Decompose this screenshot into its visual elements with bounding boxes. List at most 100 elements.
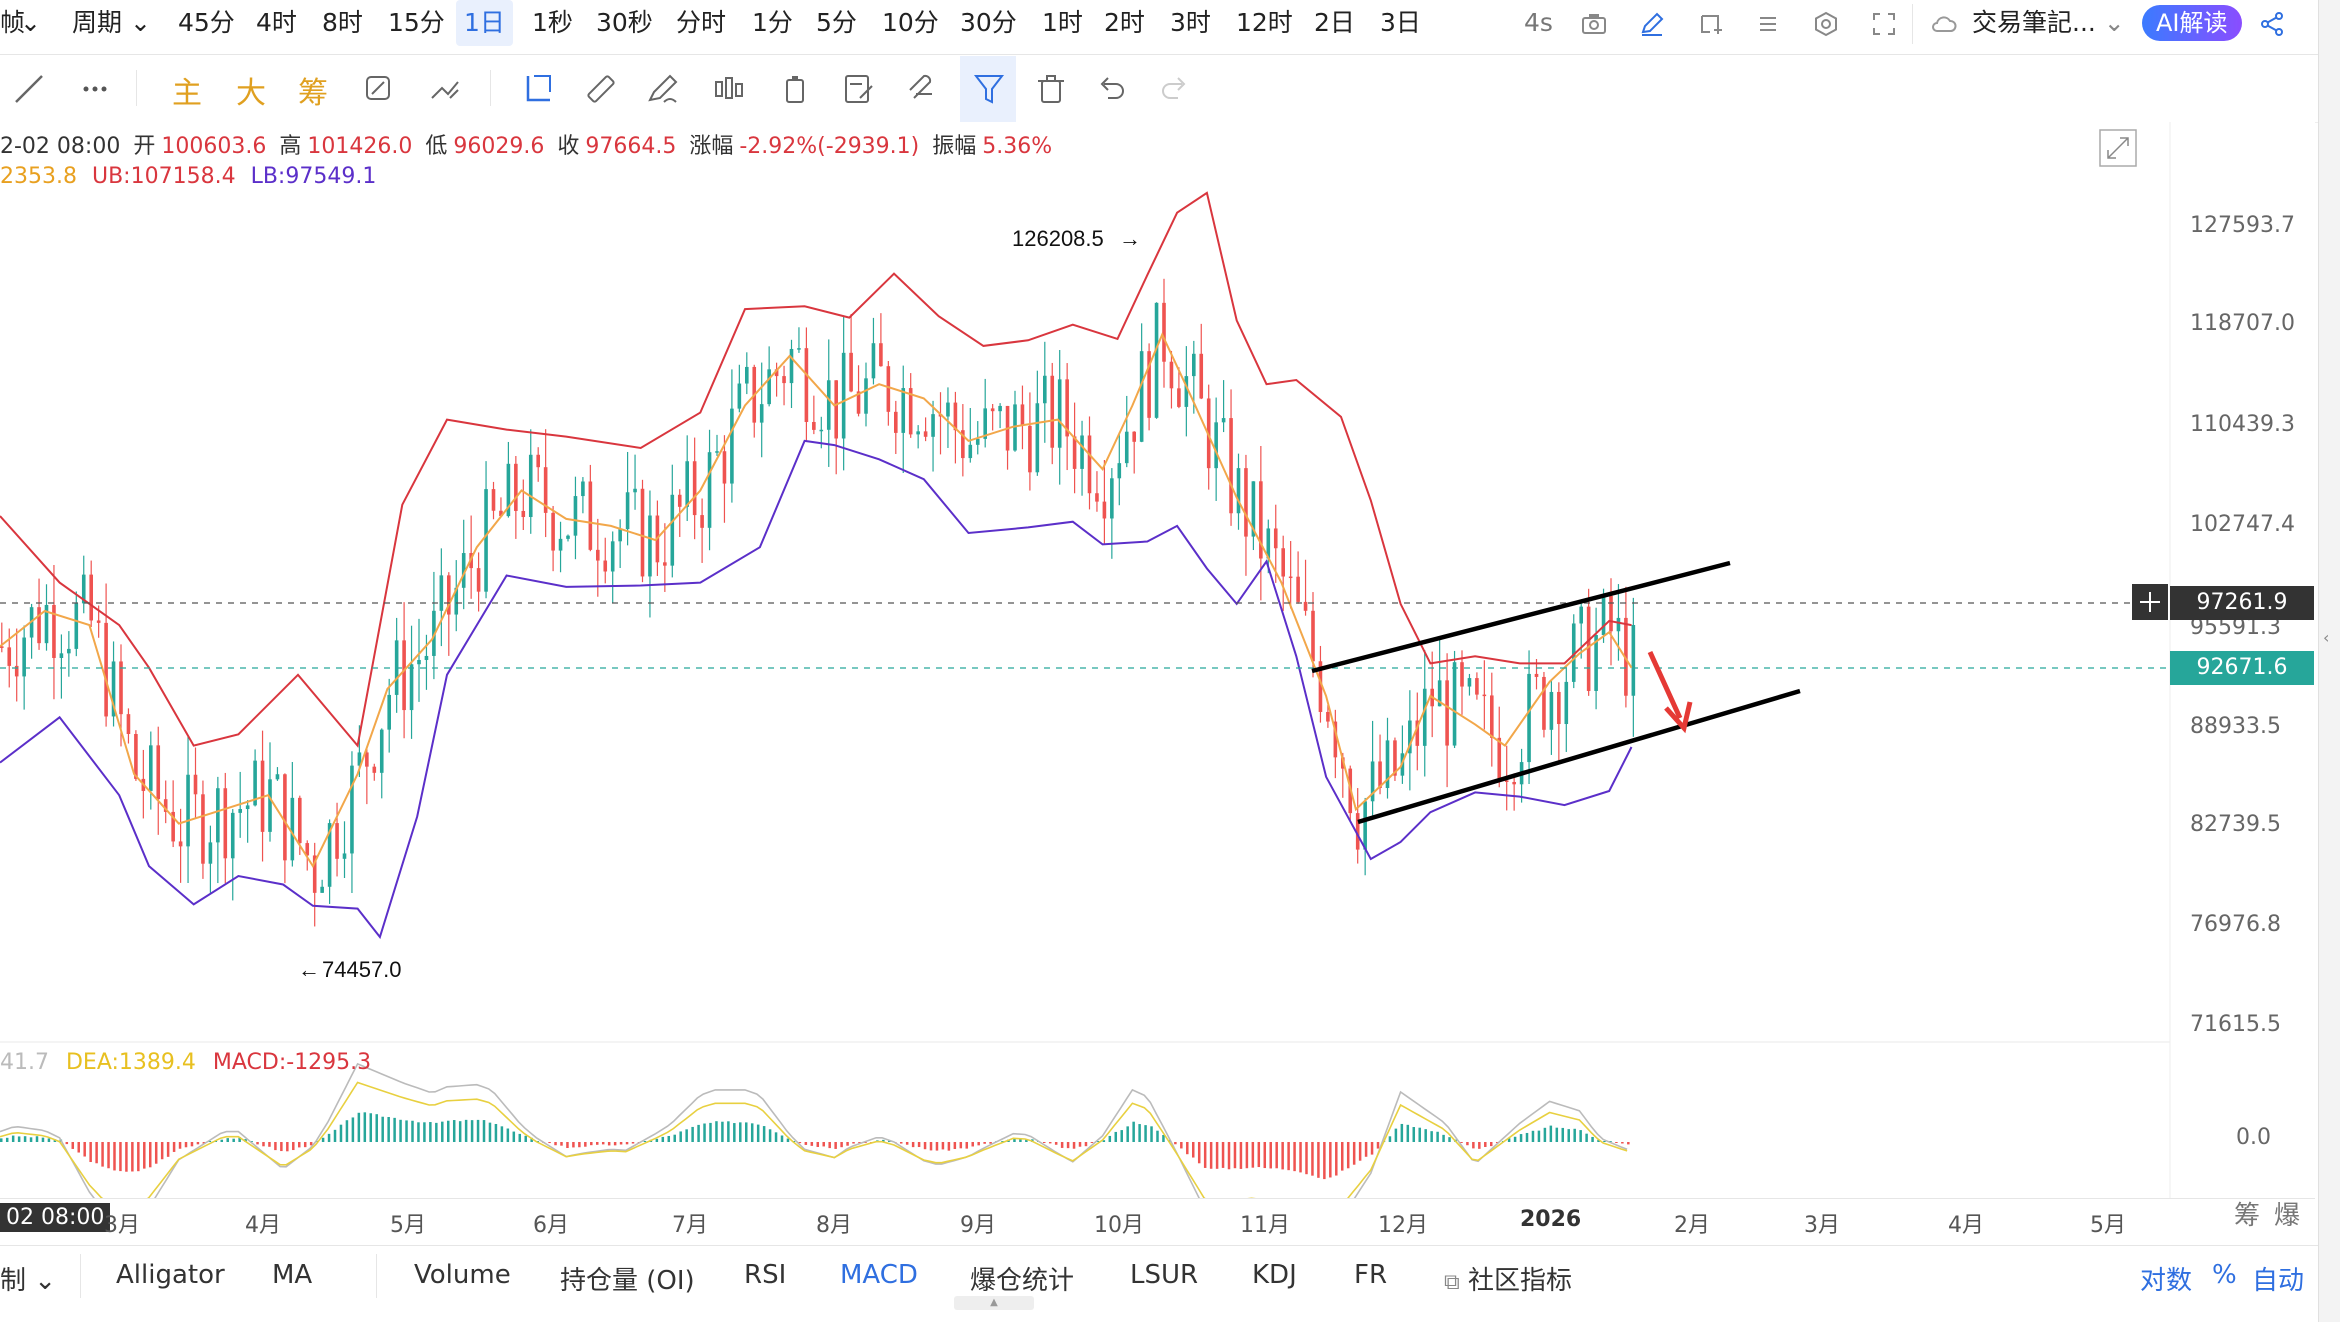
macd-bar (268, 1142, 271, 1147)
percent-scale-toggle[interactable]: % (2212, 1260, 2237, 1290)
macd-bar (709, 1122, 712, 1142)
filter-icon[interactable] (972, 72, 1006, 106)
macd-bar (1567, 1129, 1570, 1142)
indicator-rsi[interactable]: RSI (744, 1260, 787, 1290)
candle-body (1028, 425, 1032, 473)
crosshair-add-button[interactable] (2132, 584, 2168, 620)
indicator-ma[interactable]: MA (272, 1260, 313, 1290)
interval-4h[interactable]: 4时 (256, 8, 297, 37)
interval-first[interactable]: 帧 (0, 8, 26, 37)
indicator-alligator[interactable]: Alligator (116, 1260, 225, 1290)
candle-body (1408, 720, 1412, 754)
list-icon[interactable] (1754, 10, 1782, 38)
redo-icon[interactable] (1158, 72, 1192, 106)
interval-5m[interactable]: 5分 (816, 8, 857, 37)
interval-2h[interactable]: 2时 (1104, 8, 1145, 37)
indicator-macd[interactable]: MACD (840, 1260, 918, 1290)
camera-icon[interactable] (1580, 10, 1608, 38)
trend-line-icon[interactable] (12, 72, 46, 106)
pen-icon[interactable] (1638, 10, 1666, 38)
macd-bar (1531, 1130, 1535, 1142)
macd-bar (822, 1142, 825, 1147)
indicator-fr[interactable]: FR (1354, 1260, 1388, 1290)
measure-icon[interactable] (428, 72, 462, 106)
settings-icon[interactable] (1812, 10, 1840, 38)
macd-bar (840, 1142, 843, 1148)
interval-3d[interactable]: 3日 (1380, 8, 1421, 37)
indicator-lsur[interactable]: LSUR (1130, 1260, 1199, 1290)
channel-tool-icon[interactable] (522, 72, 556, 106)
boll-mid: 2353.8 (0, 164, 77, 189)
refresh-timer[interactable]: 4s (1524, 8, 1553, 37)
macd-bar (1221, 1142, 1225, 1168)
more-icon[interactable] (78, 72, 112, 106)
macd-bar (1400, 1123, 1404, 1142)
main-indicator-button[interactable]: 主 (172, 76, 202, 111)
auto-scale-toggle[interactable]: 自动 (2252, 1266, 2305, 1296)
period-dropdown[interactable]: 周期 ⌄ (72, 8, 151, 37)
interval-1s[interactable]: 1秒 (532, 8, 573, 37)
interval-10m[interactable]: 10分 (882, 8, 939, 37)
interval-3h[interactable]: 3时 (1170, 8, 1211, 37)
trash-icon[interactable] (1034, 72, 1068, 106)
ruler-icon[interactable] (584, 72, 618, 106)
indicator-volume[interactable]: Volume (414, 1260, 511, 1290)
fullscreen-icon[interactable] (1870, 10, 1898, 38)
macd-bar (262, 1142, 265, 1147)
time-axis[interactable]: 02 08:00 3月 4月 5月 6月 7月 8月 9月 10月 11月 12… (0, 1198, 2315, 1239)
indicator-oi[interactable]: 持仓量 (OI) (560, 1266, 695, 1296)
macd-bar (590, 1142, 593, 1146)
interval-8h[interactable]: 8时 (322, 8, 363, 37)
indicator-menu[interactable]: 制 ⌄ (0, 1266, 57, 1296)
collapse-handle[interactable]: ▲ (954, 1296, 1034, 1310)
battery-icon[interactable] (778, 72, 812, 106)
indicator-liquidation[interactable]: 爆仓统计 (970, 1266, 1075, 1296)
macd-bar (143, 1142, 146, 1169)
layout-icon[interactable] (1696, 10, 1724, 38)
magnet-icon[interactable] (906, 72, 940, 106)
chevron-down-icon[interactable]: ⌄ (20, 8, 41, 37)
sync-draw-icon[interactable] (362, 72, 396, 106)
chart-area[interactable]: 126208.5 → ← 74457.0 (0, 122, 2315, 1198)
interval-2d[interactable]: 2日 (1314, 8, 1355, 37)
interval-30m[interactable]: 30分 (960, 8, 1017, 37)
macd-bar (226, 1138, 229, 1142)
expand-icon[interactable] (2099, 129, 2137, 167)
interval-1h[interactable]: 1时 (1042, 8, 1083, 37)
big-order-button[interactable]: 大 (236, 76, 266, 111)
chevron-left-icon[interactable]: ‹ (2323, 628, 2330, 647)
macd-bar (1364, 1142, 1368, 1157)
candles-icon[interactable] (712, 72, 746, 106)
interval-1d[interactable]: 1日 (456, 0, 513, 46)
edit-note-icon[interactable] (842, 72, 876, 106)
chip-button[interactable]: 筹 (298, 76, 328, 111)
interval-15m[interactable]: 15分 (388, 8, 445, 37)
log-scale-toggle[interactable]: 对数 (2140, 1266, 2193, 1296)
interval-45m[interactable]: 45分 (178, 8, 235, 37)
interval-time[interactable]: 分时 (676, 8, 727, 37)
candle-body (1110, 478, 1114, 519)
macd-bar (518, 1133, 522, 1142)
share-icon[interactable] (2258, 10, 2286, 38)
liquidation-toggle[interactable]: 爆 (2274, 1201, 2301, 1231)
interval-12h[interactable]: 12时 (1236, 8, 1293, 37)
community-indicator[interactable]: ⧉ 社区指标 (1444, 1266, 1572, 1296)
brush-icon[interactable] (646, 72, 680, 106)
ai-interpret-button[interactable]: AI解读 (2142, 5, 2242, 41)
indicator-kdj[interactable]: KDJ (1252, 1260, 1297, 1290)
trade-notebook-dropdown[interactable]: 交易筆記... ⌄ (1972, 8, 2125, 37)
channel-lower-line[interactable] (1357, 688, 1801, 825)
macd-bar (655, 1138, 659, 1142)
macd-bar (917, 1142, 921, 1148)
chip-toggle[interactable]: 筹 (2234, 1201, 2261, 1231)
candle-body (1482, 694, 1487, 697)
vertical-scrollbar[interactable]: ‹ (2318, 0, 2340, 1322)
macd-bar (1335, 1142, 1338, 1176)
price-tick: 118707.0 (2190, 311, 2295, 336)
candle-body (104, 622, 108, 717)
interval-1m[interactable]: 1分 (752, 8, 793, 37)
red-arrow[interactable] (1647, 650, 1693, 734)
channel-upper-line[interactable] (1311, 560, 1731, 674)
interval-30s[interactable]: 30秒 (596, 8, 653, 37)
undo-icon[interactable] (1094, 72, 1128, 106)
